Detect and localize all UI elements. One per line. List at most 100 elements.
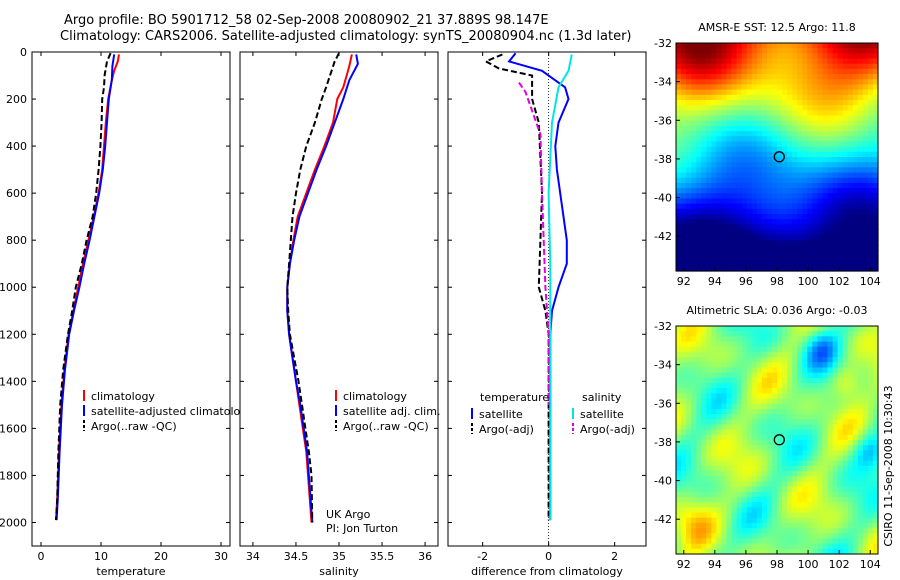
heatmap-cell <box>761 341 768 348</box>
heatmap-cell <box>842 502 849 508</box>
heatmap-cell <box>711 429 717 436</box>
heatmap-cell <box>777 68 783 75</box>
heatmap-cell <box>691 125 697 132</box>
heatmap-cell <box>741 245 748 251</box>
heatmap-cell <box>756 265 763 272</box>
heatmap-cell <box>751 533 758 540</box>
heatmap-cell <box>842 157 849 163</box>
heatmap-cell <box>847 250 854 257</box>
heatmap-cell <box>736 414 743 420</box>
heatmap-cell <box>756 434 763 441</box>
heatmap-cell <box>867 198 874 205</box>
heatmap-cell <box>731 136 738 143</box>
heatmap-cell <box>862 367 869 374</box>
heatmap-cell <box>812 110 818 117</box>
heatmap-cell <box>686 398 692 405</box>
heatmap-cell <box>852 136 859 143</box>
heatmap-cell <box>842 522 849 529</box>
heatmap-cell <box>832 455 839 462</box>
heatmap-cell <box>862 167 869 174</box>
heatmap-cell <box>812 502 818 508</box>
heatmap-cell <box>696 105 702 111</box>
heatmap-cell <box>746 434 753 441</box>
heatmap-cell <box>817 43 824 49</box>
heatmap-cell <box>706 533 712 540</box>
heatmap-cell <box>782 331 788 337</box>
heatmap-cell <box>716 79 723 86</box>
heatmap-cell <box>731 74 738 80</box>
heatmap-cell <box>681 136 687 143</box>
heatmap-cell <box>731 440 738 446</box>
heatmap-cell <box>681 388 687 394</box>
heatmap-cell <box>696 351 702 358</box>
heatmap-cell <box>681 115 687 122</box>
heatmap-cell <box>862 239 869 246</box>
heatmap-cell <box>852 58 859 65</box>
heatmap-cell <box>716 136 723 143</box>
heatmap-cell <box>802 502 808 508</box>
heatmap-cell <box>862 346 869 353</box>
heatmap-cell <box>761 105 768 111</box>
heatmap-cell <box>847 260 854 267</box>
heatmap-cell <box>716 440 723 446</box>
heatmap-cell <box>847 157 854 163</box>
heatmap-cell <box>797 79 803 86</box>
heatmap-cell <box>716 476 723 483</box>
heatmap-cell <box>721 419 728 426</box>
heatmap-cell <box>751 357 758 363</box>
heatmap-cell <box>771 377 778 384</box>
heatmap-cell <box>711 445 717 451</box>
heatmap-cell <box>832 357 839 363</box>
heatmap-cell <box>676 167 682 174</box>
heatmap-cell <box>782 110 788 117</box>
heatmap-cell <box>681 177 687 184</box>
heatmap-cell <box>746 440 753 446</box>
heatmap-cell <box>832 43 839 49</box>
heatmap-cell <box>842 48 849 54</box>
heatmap-cell <box>777 141 783 148</box>
heatmap-cell <box>731 408 738 415</box>
heatmap-cell <box>867 203 874 210</box>
heatmap-cell <box>746 419 753 426</box>
heatmap-cell <box>716 167 723 174</box>
heatmap-cell <box>681 79 687 86</box>
heatmap-cell <box>832 53 839 60</box>
heatmap-cell <box>782 357 788 363</box>
heatmap-cell <box>771 100 778 106</box>
heatmap-cell <box>771 167 778 174</box>
heatmap-cell <box>792 188 798 194</box>
heatmap-cell <box>827 450 834 457</box>
heatmap-cell <box>792 120 798 127</box>
heatmap-cell <box>787 424 793 431</box>
heatmap-cell <box>782 120 788 127</box>
heatmap-cell <box>686 125 692 132</box>
heatmap-cell <box>716 450 723 457</box>
heatmap-cell <box>711 528 717 534</box>
heatmap-cell <box>807 486 813 493</box>
heatmap-cell <box>812 94 818 101</box>
heatmap-cell <box>822 89 829 96</box>
heatmap-cell <box>746 115 753 122</box>
heatmap-cell <box>751 63 758 70</box>
heatmap-cell <box>726 326 733 332</box>
heatmap-cell <box>872 517 879 524</box>
heatmap-cell <box>676 188 682 194</box>
heatmap-cell <box>827 429 834 436</box>
heatmap-cell <box>812 157 818 163</box>
heatmap-cell <box>721 229 728 236</box>
heatmap-cell <box>696 167 702 174</box>
heatmap-cell <box>787 100 793 106</box>
heatmap-cell <box>792 239 798 246</box>
heatmap-cell <box>857 445 864 451</box>
heatmap-cell <box>706 89 712 96</box>
heatmap-cell <box>847 367 854 374</box>
heatmap-cell <box>681 440 687 446</box>
heatmap-cell <box>817 234 824 241</box>
heatmap-cell <box>782 460 788 467</box>
heatmap-cell <box>696 331 702 337</box>
heatmap-cell <box>741 53 748 60</box>
heatmap-cell <box>731 393 738 400</box>
heatmap-cell <box>761 331 768 337</box>
heatmap-cell <box>721 507 728 514</box>
heatmap-cell <box>827 455 834 462</box>
